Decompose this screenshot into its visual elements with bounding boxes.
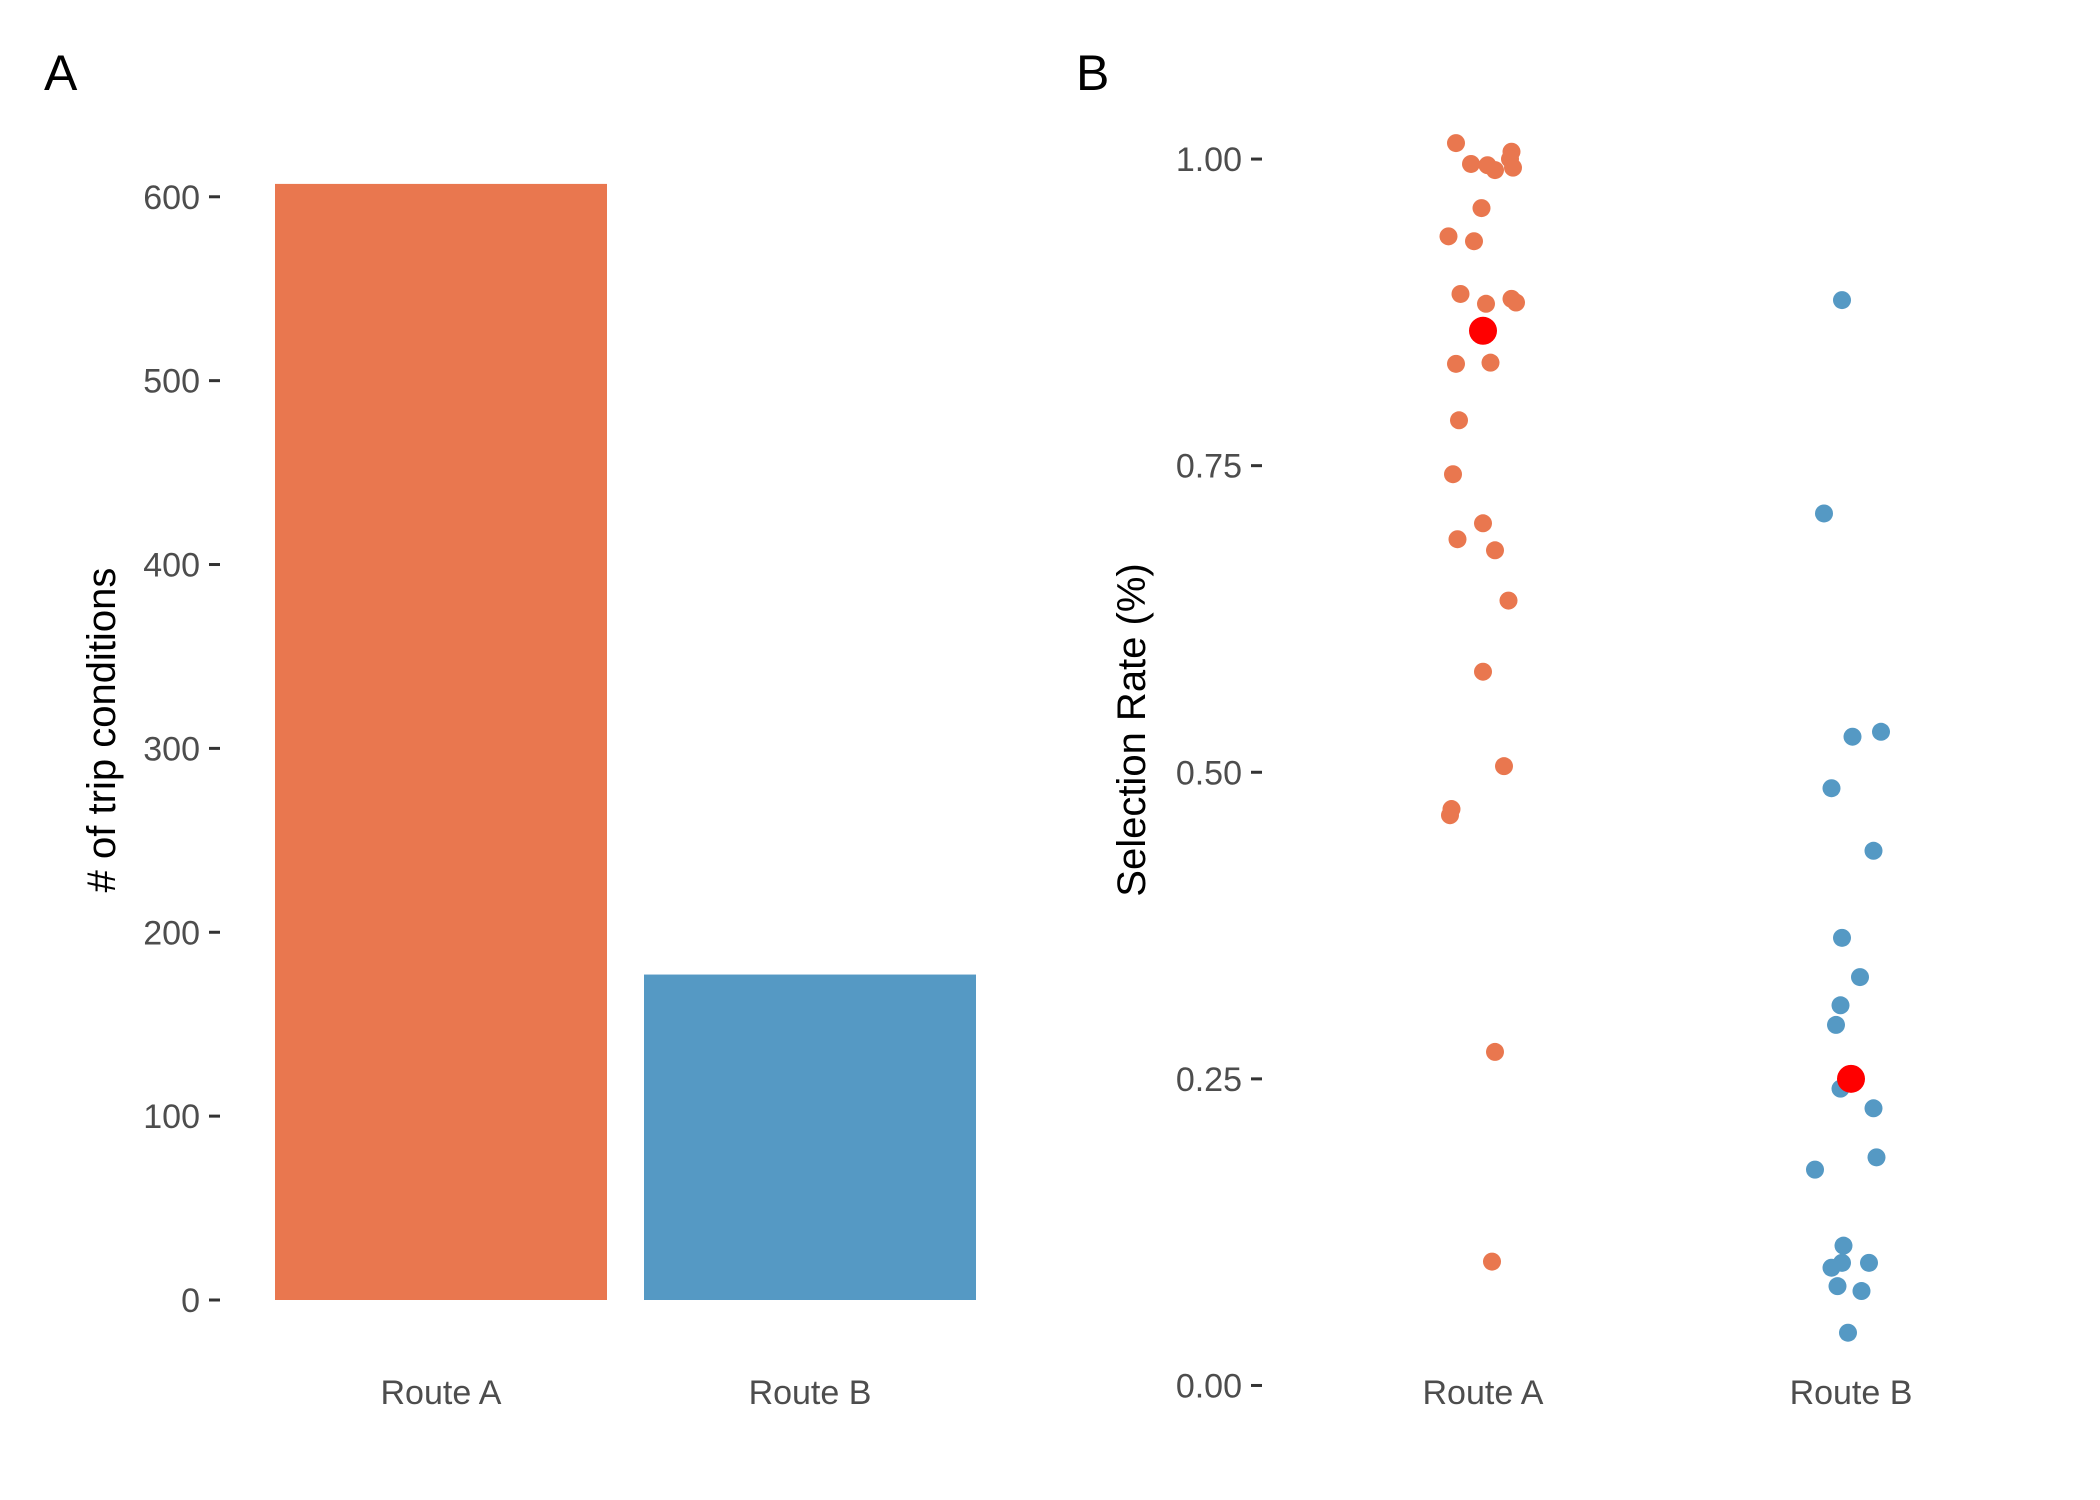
point-route-a xyxy=(1474,662,1492,681)
point-route-b xyxy=(1827,1015,1845,1034)
panel-a-y-axis-title: # of trip conditions xyxy=(80,568,124,893)
point-route-b xyxy=(1867,1148,1886,1167)
point-route-a xyxy=(1441,806,1459,825)
point-route-b xyxy=(1852,1282,1871,1301)
bar-route-a xyxy=(275,183,607,1301)
point-route-b xyxy=(1833,928,1851,947)
panel-b-y-axis-title: Selection Rate (%) xyxy=(1110,563,1154,896)
point-route-a xyxy=(1499,591,1518,610)
point-route-a xyxy=(1444,465,1462,484)
panel-a-y-tick-label: 200 xyxy=(143,914,200,952)
point-route-a xyxy=(1481,353,1500,372)
mean-marker-route-b xyxy=(1837,1064,1865,1093)
panel-a: A # of trip conditions 0 100 200 300 400 500 6… xyxy=(44,45,976,1412)
point-route-b xyxy=(1828,1277,1847,1296)
point-route-a xyxy=(1486,541,1504,560)
mean-marker-route-a xyxy=(1469,316,1497,345)
point-route-a xyxy=(1472,199,1491,218)
panel-b-x-axis: Route A Route B xyxy=(1423,1374,1913,1412)
point-route-a xyxy=(1474,514,1492,533)
point-route-b xyxy=(1864,1099,1883,1118)
point-route-a xyxy=(1483,1252,1501,1271)
point-route-a xyxy=(1462,154,1480,173)
point-route-b xyxy=(1860,1253,1878,1272)
point-route-b xyxy=(1833,1253,1851,1272)
point-route-a xyxy=(1447,354,1465,373)
panel-a-tag: A xyxy=(44,45,78,101)
panel-a-bars xyxy=(275,183,976,1301)
panel-b-means xyxy=(1469,316,1865,1093)
panel-a-y-tick-label: 100 xyxy=(143,1098,200,1136)
bar-route-b xyxy=(644,974,976,1300)
panel-a-y-tick-label: 500 xyxy=(143,363,200,401)
point-route-b xyxy=(1834,1236,1853,1255)
point-route-a xyxy=(1451,284,1470,303)
panel-a-y-axis: 0 100 200 300 400 500 600 xyxy=(143,179,220,1320)
panel-a-y-tick-label: 300 xyxy=(143,730,200,768)
point-route-b xyxy=(1851,968,1869,987)
point-route-a xyxy=(1450,411,1468,430)
panel-b-points xyxy=(1439,134,1890,1342)
panel-b-tag: B xyxy=(1076,45,1109,101)
point-route-b xyxy=(1872,722,1890,741)
point-route-b xyxy=(1822,779,1841,798)
panel-b-y-tick-label: 1.00 xyxy=(1176,141,1242,179)
point-route-b xyxy=(1839,1323,1857,1342)
point-route-a xyxy=(1486,1042,1504,1061)
point-route-a xyxy=(1495,757,1513,776)
panel-b: B Selection Rate (%) 0.00 0.25 0.50 0.75 1.0… xyxy=(1076,45,1912,1412)
point-route-a xyxy=(1477,294,1495,313)
panel-a-x-tick-label-route-a: Route A xyxy=(381,1374,502,1412)
panel-b-y-axis: 0.00 0.25 0.50 0.75 1.00 xyxy=(1176,141,1262,1405)
panel-a-y-tick-label: 0 xyxy=(181,1282,200,1320)
point-route-a xyxy=(1465,232,1483,251)
point-route-b xyxy=(1843,727,1862,746)
point-route-b xyxy=(1815,504,1833,523)
point-route-a xyxy=(1486,161,1504,180)
panel-b-y-tick-label: 0.25 xyxy=(1176,1061,1242,1099)
point-route-a xyxy=(1507,293,1525,312)
panel-b-x-tick-label-route-a: Route A xyxy=(1423,1374,1544,1412)
panel-b-y-tick-label: 0.00 xyxy=(1176,1367,1242,1405)
point-route-b xyxy=(1864,841,1883,860)
panel-a-y-tick-label: 600 xyxy=(143,179,200,217)
panel-a-x-tick-label-route-b: Route B xyxy=(749,1374,872,1412)
panel-a-x-axis: Route A Route B xyxy=(381,1374,872,1412)
panel-b-x-tick-label-route-b: Route B xyxy=(1790,1374,1913,1412)
panel-a-y-tick-label: 400 xyxy=(143,547,200,585)
point-route-a xyxy=(1447,134,1465,153)
panel-b-y-tick-label: 0.50 xyxy=(1176,754,1242,792)
point-route-a xyxy=(1448,530,1467,549)
panel-b-y-tick-label: 0.75 xyxy=(1176,448,1242,486)
point-route-b xyxy=(1831,996,1850,1015)
point-route-a xyxy=(1504,158,1522,177)
point-route-a xyxy=(1439,227,1458,246)
point-route-b xyxy=(1806,1160,1824,1179)
point-route-b xyxy=(1833,291,1851,310)
